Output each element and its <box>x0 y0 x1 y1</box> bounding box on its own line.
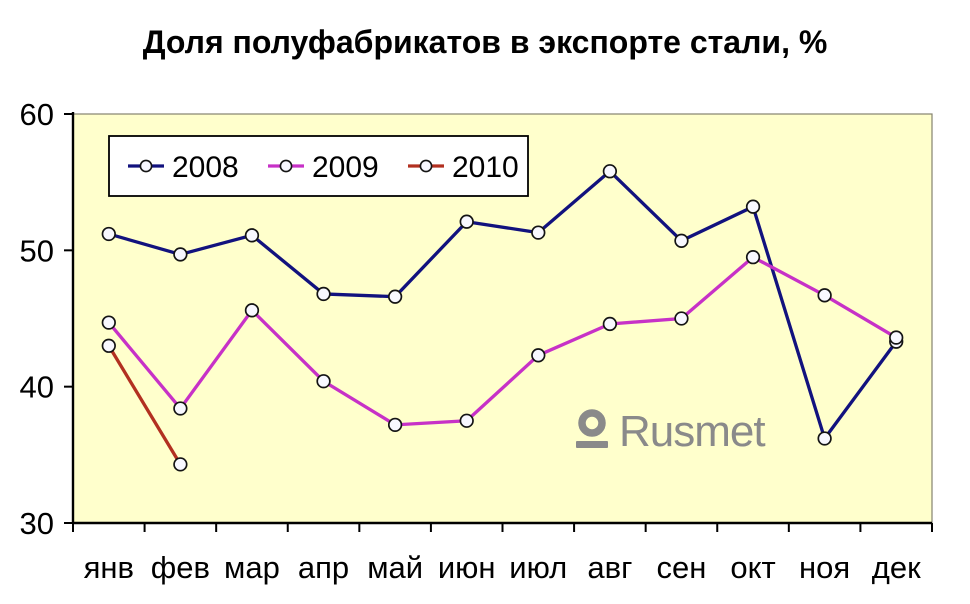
legend-item-2010: 2010 <box>408 151 519 184</box>
data-point-marker <box>745 199 761 214</box>
data-point-marker <box>387 289 403 304</box>
data-point-marker <box>173 247 188 262</box>
legend-box <box>108 135 529 197</box>
data-point-marker <box>101 315 116 330</box>
rusmet-logo-base-icon <box>576 441 608 448</box>
x-category-label: авг <box>587 550 632 585</box>
series-2008 <box>101 164 904 446</box>
x-category-label: дек <box>872 550 921 585</box>
legend-label: 2009 <box>312 151 379 184</box>
legend-item-2009: 2009 <box>268 151 379 184</box>
data-point-marker <box>602 164 618 179</box>
series-line-2009 <box>107 255 898 427</box>
data-point-marker <box>316 374 331 389</box>
data-point-marker <box>387 417 403 432</box>
data-point-marker <box>674 233 689 248</box>
data-point-marker <box>244 228 260 243</box>
legend-marker-icon <box>279 159 293 173</box>
legend-label: 2010 <box>452 151 519 184</box>
data-point-marker <box>531 225 546 240</box>
data-point-marker <box>889 330 904 345</box>
chart-title: Доля полуфабрикатов в экспорте стали, % <box>142 24 828 60</box>
data-point-marker <box>459 214 474 229</box>
data-point-marker <box>817 288 832 303</box>
rusmet-watermark-text: Rusmet <box>619 407 765 456</box>
y-tick-label: 30 <box>20 506 54 541</box>
data-point-marker <box>817 431 832 446</box>
x-category-label: окт <box>730 550 775 585</box>
data-point-marker <box>101 338 116 353</box>
x-category-label: мар <box>224 550 280 585</box>
data-point-marker <box>101 226 116 242</box>
x-category-label: ноя <box>799 550 850 585</box>
x-category-label: сен <box>657 550 707 585</box>
data-point-marker <box>173 401 188 416</box>
x-category-label: июл <box>509 550 567 585</box>
series-line-2010 <box>107 344 182 466</box>
x-category-label: июн <box>438 550 496 585</box>
data-point-marker <box>459 413 474 428</box>
series-2010 <box>101 338 188 472</box>
legend-marker-icon <box>139 159 153 173</box>
data-point-marker <box>244 303 260 318</box>
series-2009 <box>101 249 904 432</box>
legend: 2008 2009 2010 <box>108 135 529 197</box>
data-point-marker <box>316 286 331 302</box>
legend-marker-icon <box>419 159 433 173</box>
y-tick-label: 50 <box>20 233 54 268</box>
x-category-label: май <box>367 550 423 585</box>
legend-label: 2008 <box>172 151 239 184</box>
data-point-marker <box>531 348 546 363</box>
x-category-label: янв <box>84 550 134 585</box>
rusmet-watermark: Rusmet <box>576 407 766 456</box>
x-category-label: фев <box>151 550 210 585</box>
legend-item-2008: 2008 <box>128 151 239 184</box>
y-tick-label: 40 <box>20 370 54 405</box>
data-point-marker <box>745 249 761 265</box>
data-point-marker <box>173 457 188 472</box>
data-point-marker <box>602 316 618 332</box>
y-tick-label: 60 <box>20 97 54 132</box>
series-line-2008 <box>108 169 898 443</box>
data-point-marker <box>674 311 689 326</box>
x-category-label: апр <box>298 550 349 585</box>
rusmet-logo-ring-icon <box>578 409 606 437</box>
